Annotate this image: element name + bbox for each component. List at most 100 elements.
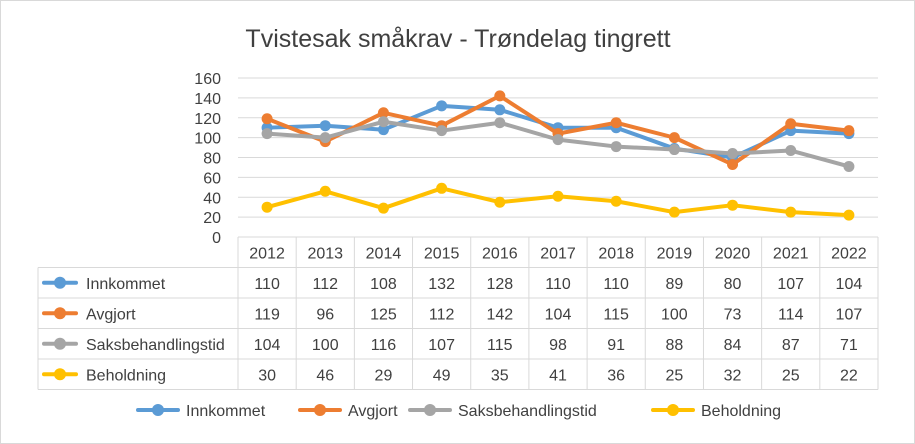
x-category-label: 2017 <box>540 245 576 262</box>
y-tick-label: 140 <box>194 91 221 108</box>
table-value-cell: 107 <box>428 337 455 354</box>
data-point-marker <box>377 116 389 128</box>
y-tick-label: 80 <box>203 151 221 168</box>
data-point-marker <box>261 201 273 213</box>
x-category-label: 2012 <box>249 245 285 262</box>
x-category-label: 2015 <box>424 245 460 262</box>
table-value-cell: 84 <box>724 337 742 354</box>
table-value-cell: 91 <box>607 337 625 354</box>
x-category-label: 2020 <box>715 245 751 262</box>
table-value-cell: 125 <box>370 306 397 323</box>
data-point-marker <box>319 120 331 132</box>
data-point-marker <box>668 132 680 144</box>
legend-key-marker <box>152 404 164 416</box>
legend-item-label: Beholdning <box>701 403 781 420</box>
table-value-cell: 46 <box>316 367 334 384</box>
x-category-label: 2021 <box>773 245 809 262</box>
table-value-cell: 110 <box>603 276 629 293</box>
table-value-cell: 88 <box>665 337 683 354</box>
table-value-cell: 115 <box>603 306 629 323</box>
data-point-marker <box>843 209 855 221</box>
data-point-marker <box>436 182 448 194</box>
table-value-cell: 87 <box>782 337 800 354</box>
x-category-label: 2016 <box>482 245 518 262</box>
data-point-marker <box>785 145 797 157</box>
x-category-label: 2019 <box>657 245 693 262</box>
data-point-marker <box>610 195 622 207</box>
x-category-label: 2022 <box>831 245 867 262</box>
table-value-cell: 71 <box>840 337 858 354</box>
table-value-cell: 41 <box>549 367 567 384</box>
table-value-cell: 29 <box>375 367 393 384</box>
data-point-marker <box>261 128 273 140</box>
y-axis-ticks: 0 20 40 60 80 100 120 140 160 <box>194 71 221 247</box>
table-value-cell: 89 <box>665 276 683 293</box>
table-value-cell: 112 <box>429 306 455 323</box>
data-point-marker <box>727 148 739 160</box>
table-value-cell: 104 <box>254 337 281 354</box>
y-tick-label: 160 <box>194 71 221 88</box>
table-value-cell: 22 <box>840 367 858 384</box>
data-point-marker <box>668 206 680 218</box>
chart-title: Tvistesak småkrav - Trøndelag tingrett <box>245 25 670 53</box>
data-point-marker <box>727 199 739 211</box>
table-value-cell: 116 <box>371 337 397 354</box>
data-point-marker <box>494 104 506 116</box>
data-point-marker <box>436 100 448 112</box>
table-value-cell: 132 <box>428 276 455 293</box>
y-tick-label: 20 <box>203 210 221 227</box>
data-point-marker <box>377 107 389 119</box>
data-point-marker <box>610 141 622 153</box>
legend-item-label: Innkommet <box>186 403 266 420</box>
table-value-cell: 25 <box>782 367 800 384</box>
data-point-marker <box>494 117 506 129</box>
legend: Innkommet Avgjort Saksbehandlingstid Behold… <box>136 403 781 420</box>
table-value-cell: 107 <box>777 276 804 293</box>
table-value-cell: 36 <box>607 367 625 384</box>
y-tick-label: 120 <box>194 111 221 128</box>
data-point-marker <box>319 185 331 197</box>
data-table: 2012 2013 2014 2015 2016 2017 2018 2019 2020 2021… <box>37 237 879 390</box>
table-series-name: Beholdning <box>86 367 166 384</box>
table-value-cell: 110 <box>545 276 571 293</box>
x-category-label: 2018 <box>598 245 634 262</box>
data-point-marker <box>261 113 273 125</box>
table-value-cell: 104 <box>545 306 572 323</box>
table-value-cell: 35 <box>491 367 509 384</box>
data-point-marker <box>668 144 680 156</box>
data-point-marker <box>552 190 564 202</box>
legend-key-marker <box>667 404 679 416</box>
data-point-marker <box>436 125 448 137</box>
table-value-cell: 112 <box>313 276 339 293</box>
data-point-marker <box>785 118 797 130</box>
table-value-cell: 100 <box>312 337 339 354</box>
table-value-cell: 128 <box>486 276 513 293</box>
table-series-name: Avgjort <box>86 306 136 323</box>
table-key-marker <box>54 337 66 350</box>
data-point-marker <box>843 125 855 137</box>
table-value-cell: 108 <box>370 276 397 293</box>
table-value-cell: 96 <box>316 306 334 323</box>
y-tick-label: 100 <box>194 131 221 148</box>
legend-key-marker <box>314 404 326 416</box>
table-value-cell: 73 <box>724 306 742 323</box>
legend-key-marker <box>424 404 436 416</box>
table-value-cell: 80 <box>724 276 742 293</box>
y-tick-label: 60 <box>203 170 221 187</box>
table-value-cell: 119 <box>254 306 280 323</box>
table-value-cell: 49 <box>433 367 451 384</box>
series-saksbehandlingstid <box>261 116 855 172</box>
table-value-cell: 142 <box>486 306 513 323</box>
data-point-marker <box>552 134 564 146</box>
table-value-cell: 100 <box>661 306 688 323</box>
data-point-marker <box>377 124 389 136</box>
table-value-cell: 104 <box>836 276 863 293</box>
data-point-marker <box>494 90 506 102</box>
table-series-name: Saksbehandlingstid <box>86 337 225 354</box>
data-point-marker <box>785 206 797 218</box>
data-point-marker <box>610 117 622 129</box>
table-value-cell: 25 <box>665 367 683 384</box>
